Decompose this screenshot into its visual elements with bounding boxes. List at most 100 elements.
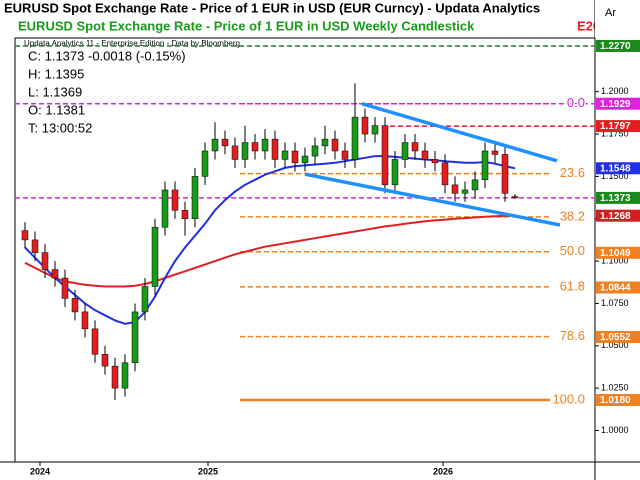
candle-body bbox=[421, 150, 429, 160]
axis-corner-box bbox=[595, 0, 640, 38]
fib-label: 23.6 bbox=[560, 165, 585, 180]
y-tick-label: 1.0750 bbox=[601, 298, 629, 308]
y-tick-label: 1.0500 bbox=[601, 340, 629, 350]
candle-body bbox=[161, 189, 169, 228]
fib-label: 38.2 bbox=[560, 208, 585, 223]
price-badge bbox=[596, 394, 640, 407]
price-badge bbox=[596, 97, 640, 110]
y-tick-label: 1.0000 bbox=[601, 425, 629, 435]
price-badge bbox=[596, 281, 640, 294]
fib-label: 0.0 bbox=[567, 95, 585, 110]
info-line: L: 1.1369 bbox=[28, 84, 82, 99]
candle-body bbox=[461, 189, 469, 194]
candle-body bbox=[221, 138, 229, 147]
candle-body bbox=[51, 269, 59, 279]
candle-body bbox=[211, 138, 219, 152]
price-badge-label: 1.1797 bbox=[600, 121, 631, 132]
x-tick-label: 2024 bbox=[30, 466, 50, 476]
candle-body bbox=[261, 138, 269, 152]
price-badge-label: 1.1373 bbox=[600, 193, 631, 204]
y-tick-label: 1.1750 bbox=[601, 128, 629, 138]
fib-label: 61.8 bbox=[560, 278, 585, 293]
candle-body bbox=[191, 176, 199, 219]
candle-body bbox=[301, 155, 309, 164]
price-badge-label: 1.1929 bbox=[600, 99, 631, 110]
candle-body bbox=[31, 239, 39, 253]
candle-body bbox=[291, 150, 299, 164]
candle-body bbox=[91, 328, 99, 355]
candle-body bbox=[311, 145, 319, 157]
price-badge-label: 1.0844 bbox=[600, 283, 631, 294]
fib-label: 100.0 bbox=[552, 391, 585, 406]
info-line: C: 1.1373 -0.0018 (-0.15%) bbox=[28, 48, 186, 63]
chart-subtitle: EURUSD Spot Exchange Rate - Price of 1 E… bbox=[18, 18, 475, 33]
info-line: O: 1.1381 bbox=[28, 102, 85, 117]
price-badge-label: 1.1049 bbox=[600, 248, 631, 259]
candle-body bbox=[171, 189, 179, 211]
price-badge-label: 1.0180 bbox=[600, 395, 631, 406]
price-badge bbox=[596, 209, 640, 222]
trend-line bbox=[361, 102, 558, 163]
candle-body bbox=[101, 354, 109, 367]
info-line: H: 1.1395 bbox=[28, 66, 84, 81]
candle-body bbox=[401, 142, 409, 160]
x-tick-label: 2025 bbox=[198, 466, 218, 476]
candle-body bbox=[511, 196, 519, 199]
price-badge bbox=[596, 120, 640, 133]
candle-body bbox=[41, 252, 49, 270]
candle-body bbox=[481, 150, 489, 181]
y-tick-label: 1.1500 bbox=[601, 171, 629, 181]
candle-body bbox=[111, 365, 119, 389]
price-badge bbox=[596, 191, 640, 204]
fib-label: 78.6 bbox=[560, 328, 585, 343]
candle-body bbox=[231, 145, 239, 160]
price-badge-label: 1.0552 bbox=[600, 332, 631, 343]
price-badge bbox=[596, 246, 640, 259]
y-tick-label: 1.2000 bbox=[601, 86, 629, 96]
candle-body bbox=[451, 184, 459, 194]
candle-body bbox=[491, 150, 499, 155]
candle-body bbox=[271, 138, 279, 160]
price-badge-label: 1.1548 bbox=[600, 163, 631, 174]
price-badge-label: 1.2270 bbox=[600, 41, 631, 52]
candle-body bbox=[331, 138, 339, 152]
info-line: T: 13:00:52 bbox=[28, 120, 92, 135]
candle-body bbox=[281, 150, 289, 160]
candle-body bbox=[81, 311, 89, 330]
trend-line bbox=[304, 172, 561, 227]
candle-body bbox=[361, 116, 369, 135]
candle-body bbox=[351, 116, 359, 160]
fib-label: 50.0 bbox=[560, 243, 585, 258]
candle-body bbox=[411, 142, 419, 152]
candle-body bbox=[121, 362, 129, 389]
price-badge bbox=[596, 162, 640, 175]
candle-body bbox=[391, 159, 399, 186]
y-tick-label: 1.1000 bbox=[601, 255, 629, 265]
candle-body bbox=[201, 150, 209, 177]
candle-body bbox=[61, 277, 69, 299]
candle-body bbox=[251, 142, 259, 152]
candle-body bbox=[241, 142, 249, 160]
candle-body bbox=[151, 226, 159, 287]
candle-body bbox=[21, 230, 29, 241]
candle-body bbox=[181, 210, 189, 219]
price-badge-label: 1.1268 bbox=[600, 211, 631, 222]
axis-corner: Ar bbox=[605, 7, 616, 19]
candle-body bbox=[131, 311, 139, 363]
price-badge bbox=[596, 39, 640, 52]
candle-body bbox=[141, 286, 149, 313]
plot: 0.0 23.6 38.2 50.0 61.8 78.6 100.0 bbox=[15, 45, 595, 408]
source: Updata Analytics 11 - Enterprise Edition… bbox=[24, 39, 240, 48]
candle-body bbox=[371, 125, 379, 135]
candle-body bbox=[501, 154, 509, 194]
candle-body bbox=[321, 138, 329, 147]
candle-body bbox=[441, 162, 449, 186]
candle-body bbox=[381, 125, 389, 186]
chart-title: EURUSD Spot Exchange Rate - Price of 1 E… bbox=[4, 0, 540, 15]
y-tick-label: 1.0250 bbox=[601, 383, 629, 393]
chart-subtitle-right: E20 bbox=[577, 18, 600, 33]
candle-body bbox=[431, 159, 439, 164]
x-tick-label: 2026 bbox=[433, 466, 453, 476]
